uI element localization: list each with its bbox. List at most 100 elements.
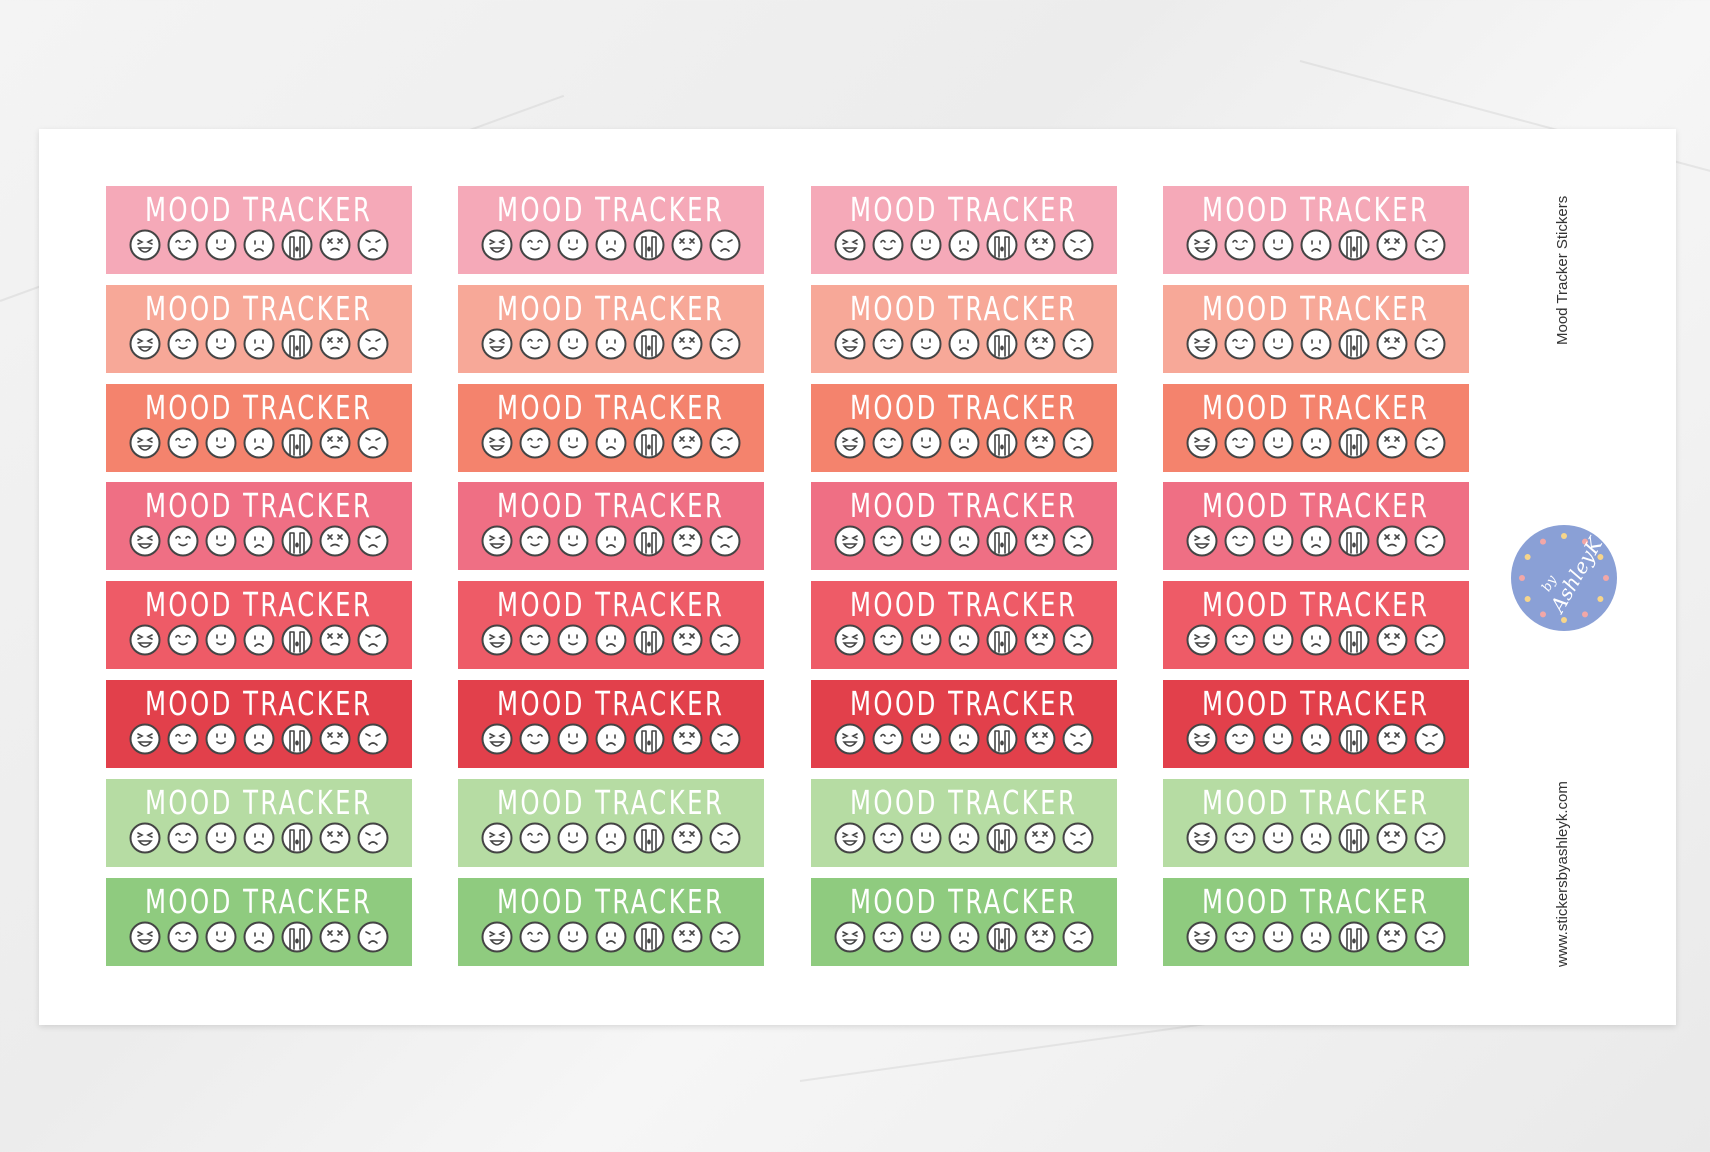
sad-face-icon [595, 427, 627, 459]
sticker-title: MOOD TRACKER [850, 684, 1078, 723]
heart-dot [1582, 611, 1588, 618]
sad-face-icon [1300, 822, 1332, 854]
content-face-icon [1224, 723, 1256, 755]
happy-face-icon [1262, 328, 1294, 360]
website-url: www.stickersbyashleyk.com [1554, 781, 1571, 967]
content-face-icon [519, 822, 551, 854]
sticker-title: MOOD TRACKER [497, 486, 725, 526]
happy-face-icon [910, 229, 942, 261]
laughing-face-icon [129, 822, 161, 854]
dizzy-face-icon [1376, 229, 1408, 261]
angry-face-icon [1062, 427, 1094, 459]
sad-face-icon [243, 921, 275, 953]
sticker-title: MOOD TRACKER [497, 190, 725, 229]
dizzy-face-icon [319, 525, 351, 557]
heart-dot [1582, 538, 1588, 545]
angry-face-icon [1062, 229, 1094, 261]
mood-faces [129, 624, 389, 656]
content-face-icon [872, 427, 904, 459]
mood-tracker-sticker: MOOD TRACKER [811, 482, 1117, 571]
sticker-title: MOOD TRACKER [497, 288, 725, 328]
angry-face-icon [709, 229, 741, 261]
crying-face-icon [986, 822, 1018, 854]
content-face-icon [167, 624, 199, 656]
crying-face-icon [281, 229, 313, 261]
sad-face-icon [948, 624, 980, 656]
laughing-face-icon [481, 229, 513, 261]
happy-face-icon [205, 328, 237, 360]
dizzy-face-icon [1376, 822, 1408, 854]
crying-face-icon [986, 921, 1018, 953]
mood-faces [481, 525, 741, 557]
mood-faces [481, 921, 741, 953]
content-face-icon [167, 427, 199, 459]
mood-tracker-sticker: MOOD TRACKER [106, 482, 412, 571]
laughing-face-icon [129, 427, 161, 459]
happy-face-icon [1262, 624, 1294, 656]
sticker-title: MOOD TRACKER [850, 881, 1078, 921]
happy-face-icon [205, 427, 237, 459]
dizzy-face-icon [1024, 328, 1056, 360]
sad-face-icon [1300, 921, 1332, 953]
laughing-face-icon [481, 427, 513, 459]
dizzy-face-icon [1376, 723, 1408, 755]
angry-face-icon [709, 427, 741, 459]
dizzy-face-icon [1024, 822, 1056, 854]
mood-tracker-sticker: MOOD TRACKER [1163, 778, 1469, 867]
crying-face-icon [281, 525, 313, 557]
sad-face-icon [948, 328, 980, 360]
happy-face-icon [910, 822, 942, 854]
sticker-title: MOOD TRACKER [497, 782, 725, 822]
happy-face-icon [910, 624, 942, 656]
laughing-face-icon [834, 921, 866, 953]
mood-faces [481, 624, 741, 656]
content-face-icon [519, 921, 551, 953]
dizzy-face-icon [1024, 624, 1056, 656]
mood-tracker-sticker: MOOD TRACKER [1163, 284, 1469, 373]
laughing-face-icon [481, 624, 513, 656]
sticker-title: MOOD TRACKER [145, 782, 373, 822]
angry-face-icon [709, 328, 741, 360]
laughing-face-icon [1186, 328, 1218, 360]
sticker-title: MOOD TRACKER [1202, 387, 1430, 427]
mood-tracker-sticker: MOOD TRACKER [1163, 581, 1469, 670]
happy-face-icon [1262, 822, 1294, 854]
dizzy-face-icon [1376, 921, 1408, 953]
mood-tracker-sticker: MOOD TRACKER [811, 877, 1117, 966]
laughing-face-icon [1186, 229, 1218, 261]
sticker-title: MOOD TRACKER [497, 585, 725, 625]
sad-face-icon [243, 328, 275, 360]
angry-face-icon [1414, 427, 1446, 459]
mood-faces [481, 229, 741, 261]
mood-faces [129, 921, 389, 953]
happy-face-icon [205, 525, 237, 557]
dizzy-face-icon [1376, 624, 1408, 656]
content-face-icon [1224, 427, 1256, 459]
sad-face-icon [948, 822, 980, 854]
sticker-title: MOOD TRACKER [850, 387, 1078, 427]
dizzy-face-icon [1024, 921, 1056, 953]
heart-dot [1603, 575, 1609, 581]
mood-tracker-sticker: MOOD TRACKER [106, 778, 412, 867]
crying-face-icon [1338, 822, 1370, 854]
crying-face-icon [633, 525, 665, 557]
sad-face-icon [595, 921, 627, 953]
mood-tracker-sticker: MOOD TRACKER [811, 284, 1117, 373]
happy-face-icon [205, 822, 237, 854]
happy-face-icon [557, 229, 589, 261]
sticker-title: MOOD TRACKER [145, 486, 373, 526]
mood-faces [1186, 328, 1446, 360]
sticker-title: MOOD TRACKER [1202, 585, 1430, 625]
happy-face-icon [205, 921, 237, 953]
happy-face-icon [1262, 921, 1294, 953]
mood-tracker-sticker: MOOD TRACKER [458, 877, 764, 966]
mood-faces [481, 822, 741, 854]
happy-face-icon [910, 525, 942, 557]
dizzy-face-icon [671, 921, 703, 953]
angry-face-icon [1414, 624, 1446, 656]
laughing-face-icon [481, 921, 513, 953]
mood-tracker-sticker: MOOD TRACKER [458, 482, 764, 571]
sticker-title: MOOD TRACKER [145, 881, 373, 921]
sad-face-icon [1300, 624, 1332, 656]
content-face-icon [167, 822, 199, 854]
